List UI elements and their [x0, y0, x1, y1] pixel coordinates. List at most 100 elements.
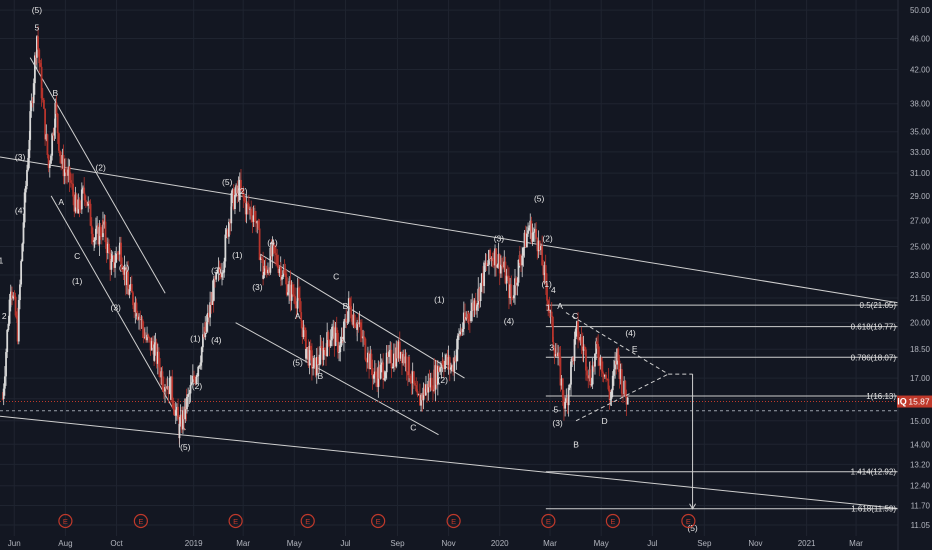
time-tick-label: Mar	[236, 539, 250, 548]
candle-body	[618, 360, 621, 379]
candle-body	[574, 329, 577, 340]
candle-body	[297, 287, 300, 298]
candle-body	[367, 352, 369, 363]
candle-body	[503, 261, 506, 268]
candle-body	[61, 155, 64, 164]
candle-body	[441, 360, 444, 366]
candle-body	[262, 275, 265, 279]
candle-body	[127, 271, 130, 288]
candle-body	[332, 326, 335, 328]
candle-body	[510, 296, 513, 298]
earnings-marker[interactable]	[133, 513, 148, 529]
earnings-marker[interactable]	[228, 513, 243, 529]
candle-body	[610, 390, 613, 399]
candle-body	[90, 225, 93, 234]
candle-body	[48, 163, 51, 168]
earnings-marker[interactable]	[541, 513, 556, 529]
wave-label: 5	[35, 23, 40, 33]
candle-body	[360, 330, 363, 339]
time-axis[interactable]: Jun Aug Oct 2019 Mar May Jul Sep Nov 2020 Mar May Ju…	[8, 539, 863, 548]
candle-body	[535, 228, 538, 239]
earnings-marker[interactable]	[681, 513, 696, 529]
earnings-marker-label: E	[63, 517, 68, 526]
candle-body	[442, 365, 445, 370]
price-tick-label: 31.00	[910, 169, 931, 178]
candle-body	[26, 169, 28, 187]
candle-body	[191, 375, 194, 383]
fib-level-label: 1.618(11.59)	[851, 505, 896, 514]
candle-body	[222, 272, 224, 274]
candle-body	[66, 172, 68, 176]
candle-body	[598, 357, 601, 366]
wave-label: C	[572, 311, 578, 321]
candle-body	[326, 332, 329, 357]
earnings-marker[interactable]	[300, 513, 315, 529]
candle-body	[305, 348, 307, 359]
candle-body	[19, 284, 21, 301]
time-tick-label: May	[287, 539, 302, 548]
candle-body	[321, 347, 324, 360]
candle-body	[415, 385, 418, 392]
candle-body	[425, 384, 427, 389]
candle-body	[115, 253, 118, 263]
price-tick-label: 17.00	[910, 374, 931, 383]
candle-body	[328, 340, 331, 347]
candle-body	[214, 278, 216, 280]
candle-body	[155, 342, 158, 364]
candle-body	[255, 221, 257, 224]
candle-body	[378, 366, 381, 379]
candle-body	[1, 398, 4, 400]
candle-body	[372, 375, 375, 379]
earnings-marker[interactable]	[605, 513, 621, 529]
earnings-marker-label: E	[305, 517, 310, 526]
candle-body	[553, 348, 556, 357]
candle-body	[60, 156, 63, 164]
candle-body	[580, 337, 583, 344]
candle-body	[232, 189, 235, 209]
candle-body	[564, 401, 567, 409]
candle-body	[20, 261, 23, 285]
candle-body	[168, 377, 171, 395]
candle-body	[346, 321, 349, 323]
candle-body	[490, 257, 493, 259]
candle-body	[548, 305, 551, 313]
candle-body	[225, 229, 228, 235]
candle-body	[458, 333, 460, 336]
candle-body	[39, 63, 42, 67]
earnings-marker[interactable]	[371, 513, 386, 529]
candle-body	[165, 386, 168, 389]
candle-body	[237, 185, 240, 194]
candle-body	[199, 362, 202, 366]
earnings-marker[interactable]	[58, 513, 73, 529]
candle-body	[8, 299, 11, 324]
candle-body	[433, 369, 436, 390]
candle-body	[339, 345, 342, 353]
time-tick-label: Aug	[58, 539, 72, 548]
candle-body	[193, 375, 195, 380]
candle-body	[159, 367, 162, 378]
candle-body	[465, 316, 468, 320]
candle-body	[596, 341, 598, 345]
price-axis[interactable]: 50.00 46.00 42.00 38.00 35.00 33.00 31.00 29.00…	[897, 0, 931, 550]
candle-body	[202, 334, 204, 348]
candle-body	[541, 246, 544, 266]
candle-body	[180, 414, 183, 430]
candle-body	[258, 228, 261, 260]
price-tick-label: 14.00	[910, 440, 931, 449]
candle-body	[501, 264, 503, 267]
candle-body	[445, 355, 448, 361]
candle-body	[309, 345, 312, 351]
candle-body	[216, 271, 219, 273]
candle-body	[617, 348, 620, 361]
earnings-marker[interactable]	[446, 513, 461, 529]
candle-body	[211, 291, 214, 305]
candle-body	[614, 360, 617, 370]
projection-arrowhead	[689, 503, 697, 510]
candle-body	[556, 354, 558, 357]
candle-body	[208, 312, 210, 318]
candle-body	[287, 292, 289, 295]
candle-body	[422, 387, 425, 401]
candle-body	[59, 150, 61, 157]
